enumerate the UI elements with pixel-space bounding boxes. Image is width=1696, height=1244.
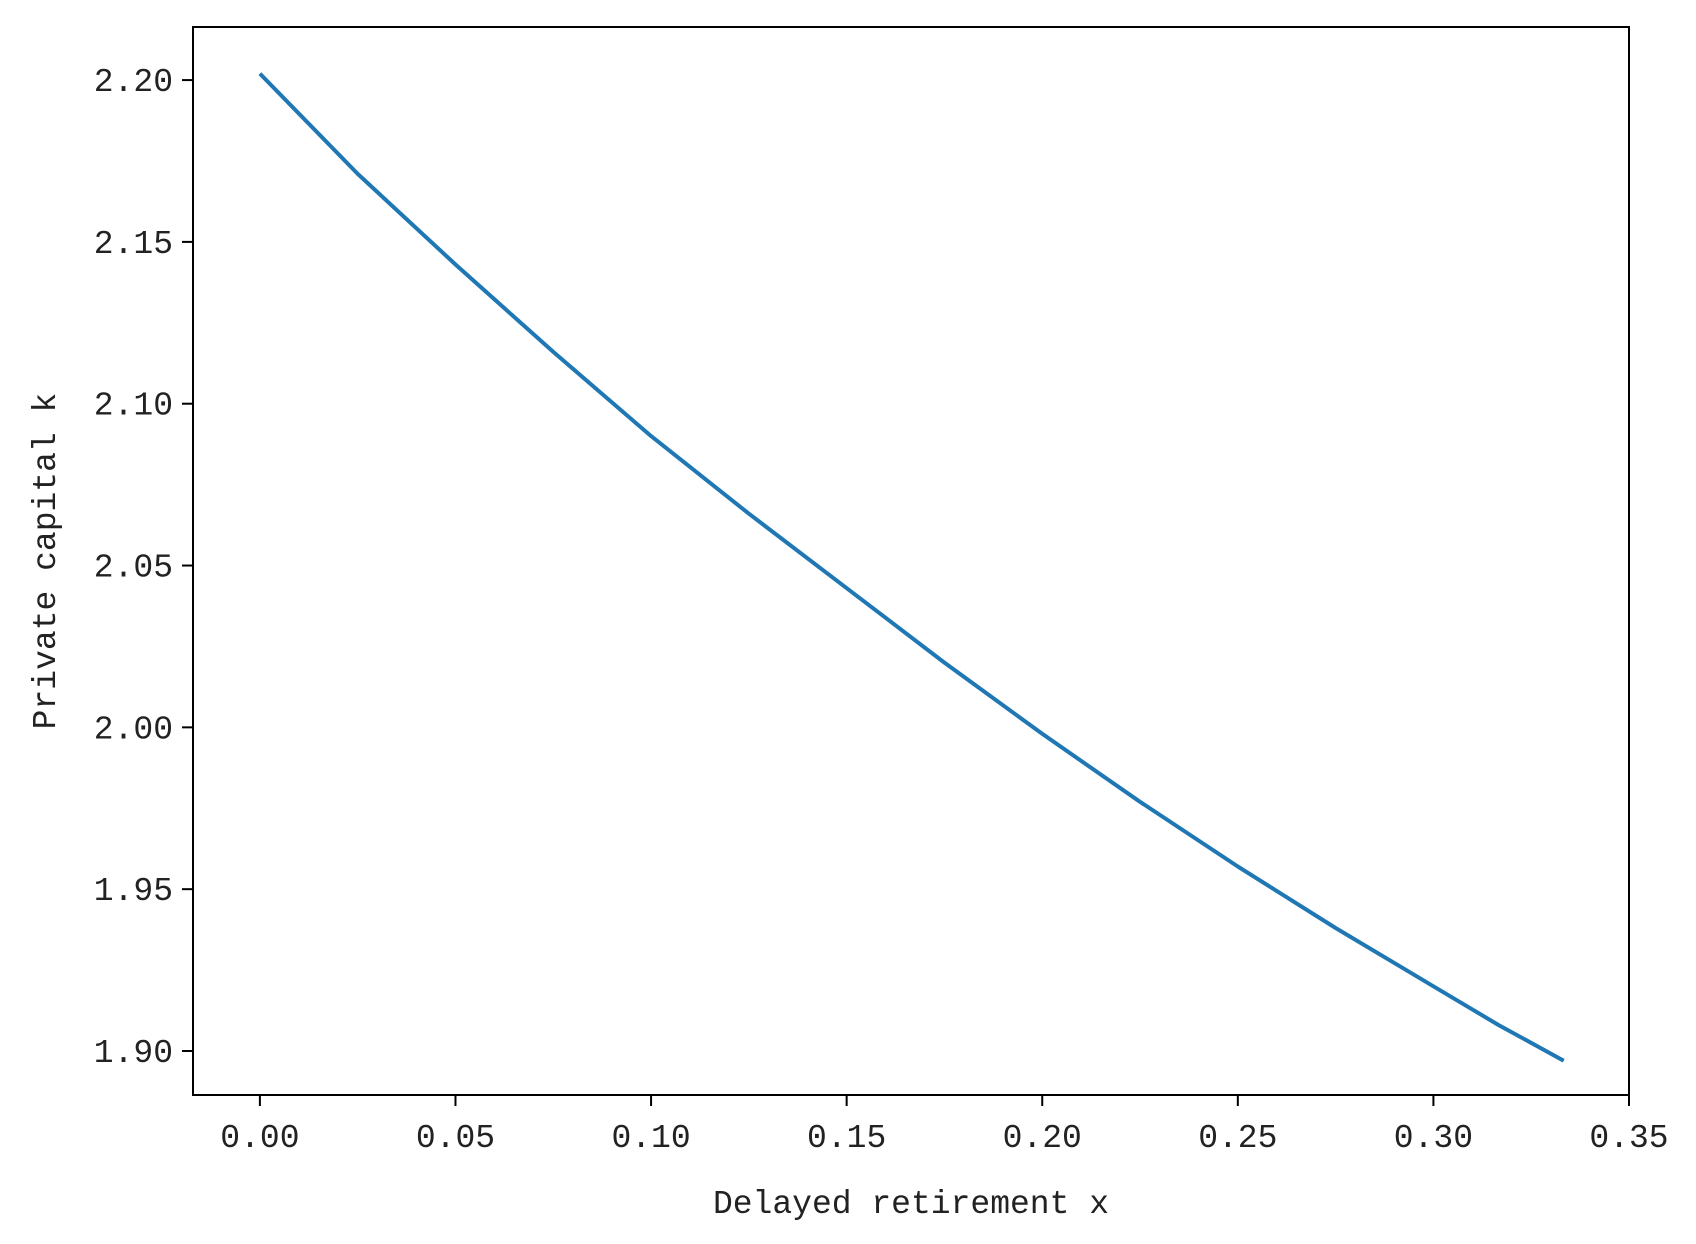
series-line-0 xyxy=(258,72,1565,1063)
x-tick-label: 0.20 xyxy=(1003,1120,1082,1157)
y-tick-label: 2.05 xyxy=(94,550,173,587)
y-axis-label: Private capital k xyxy=(28,393,65,730)
x-tick-label: 0.10 xyxy=(611,1120,690,1157)
y-tick-label: 1.95 xyxy=(94,873,173,910)
y-axis: 1.90 1.95 2.00 2.05 2.10 2.15 2.20 xyxy=(94,64,193,1072)
x-tick-label: 0.00 xyxy=(220,1120,299,1157)
x-axis: 0.00 0.05 0.10 0.15 0.20 0.25 0.30 0.35 xyxy=(220,1095,1669,1157)
x-tick-label: 0.30 xyxy=(1394,1120,1473,1157)
y-tick-label: 2.10 xyxy=(94,388,173,425)
x-tick-label: 0.05 xyxy=(416,1120,495,1157)
x-axis-label: Delayed retirement x xyxy=(713,1186,1109,1223)
x-tick-label: 0.25 xyxy=(1198,1120,1277,1157)
plot-frame xyxy=(192,26,1630,1096)
x-tick-label: 0.15 xyxy=(807,1120,886,1157)
y-tick-label: 2.00 xyxy=(94,711,173,748)
y-tick-label: 1.90 xyxy=(94,1035,173,1072)
plot-area xyxy=(192,26,1630,1096)
y-tick-label: 2.20 xyxy=(94,64,173,101)
x-tick-label: 0.35 xyxy=(1589,1120,1668,1157)
y-tick-label: 2.15 xyxy=(94,226,173,263)
